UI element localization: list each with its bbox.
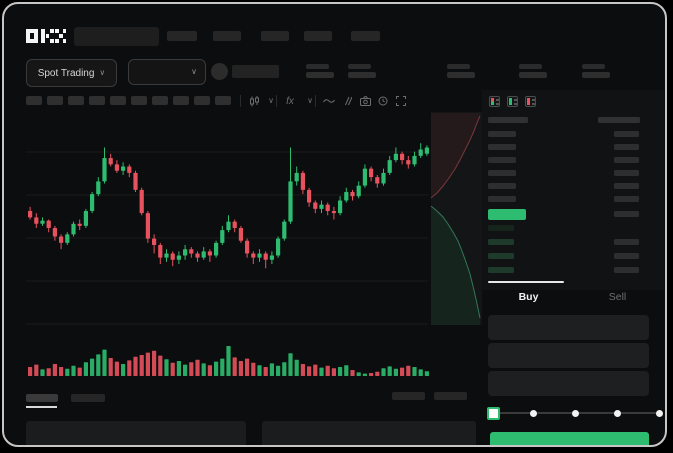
chevron-down-icon: ∨ (191, 67, 197, 76)
timeframe-button-placeholder[interactable] (89, 96, 105, 105)
toolbar-divider (315, 95, 316, 107)
ask-row-amount[interactable] (614, 196, 639, 202)
market-type-selector[interactable]: Spot Trading ∨ (26, 59, 117, 87)
okx-logo-icon (26, 29, 66, 43)
stat-value-placeholder (306, 72, 334, 78)
stat-label-placeholder (348, 64, 371, 69)
bid-row-price[interactable] (488, 267, 514, 273)
last-price-amount (614, 211, 639, 217)
orderbook-view-bids-icon[interactable] (507, 96, 518, 107)
stat-value-placeholder (519, 72, 547, 78)
bottom-right-link[interactable] (434, 392, 467, 400)
buy-sell-tabs: Buy Sell (484, 291, 662, 307)
stat-label-placeholder (519, 64, 542, 69)
tab-buy[interactable]: Buy (518, 291, 539, 303)
bottom-tab[interactable] (71, 394, 105, 402)
bid-row-amount[interactable] (614, 239, 639, 245)
combined-strip (491, 98, 494, 105)
ask-row-price[interactable] (488, 157, 516, 163)
orderbook-view-combined-icon[interactable] (489, 96, 500, 107)
stat-label-placeholder (306, 64, 329, 69)
nav-item-placeholder[interactable] (167, 31, 197, 41)
nav-item-placeholder[interactable] (261, 31, 289, 41)
fx-indicator-icon[interactable]: fx (286, 95, 294, 107)
orderbook-header-price (488, 117, 528, 123)
asks-strip (527, 98, 530, 105)
timeframe-button-placeholder[interactable] (26, 96, 42, 105)
timeframe-button-placeholder[interactable] (68, 96, 84, 105)
ask-row-price[interactable] (488, 183, 516, 189)
timeframe-button-placeholder[interactable] (173, 96, 189, 105)
timeframe-button-placeholder[interactable] (152, 96, 168, 105)
bid-row-price[interactable] (488, 239, 514, 245)
slider-handle[interactable] (487, 407, 500, 420)
ask-row-amount[interactable] (614, 183, 639, 189)
clock-icon[interactable] (376, 94, 390, 108)
orderbook-view-asks-icon[interactable] (525, 96, 536, 107)
market-type-label: Spot Trading (37, 67, 95, 79)
last-price-bar[interactable] (488, 209, 526, 220)
price-input[interactable] (488, 315, 649, 340)
bid-row-price[interactable] (488, 225, 514, 231)
pair-name-placeholder (232, 65, 279, 78)
compare-icon[interactable] (340, 94, 354, 108)
stat-label-placeholder (447, 64, 470, 69)
nav-item-placeholder[interactable] (304, 31, 332, 41)
submit-buy-button[interactable] (490, 432, 649, 445)
timeframe-button-placeholder[interactable] (47, 96, 63, 105)
toolbar-divider (276, 95, 277, 107)
bids-strip (509, 98, 512, 105)
ask-row-amount[interactable] (614, 170, 639, 176)
stat-value-placeholder (447, 72, 475, 78)
candles-icon[interactable] (247, 94, 261, 108)
stat-label-placeholder (582, 64, 605, 69)
timeframe-button-placeholder[interactable] (194, 96, 210, 105)
bottom-tab-active[interactable] (26, 394, 58, 402)
app-window: Spot Trading ∨ ∨ ∨ fx ∨ (2, 2, 667, 447)
ask-row-amount[interactable] (614, 144, 639, 150)
slider-stop[interactable] (572, 410, 579, 417)
history-panel-placeholder[interactable] (262, 421, 476, 445)
line-tool-icon[interactable] (322, 94, 336, 108)
orders-panel-placeholder[interactable] (26, 421, 246, 445)
candlestick-chart[interactable] (24, 110, 484, 380)
slider-stop[interactable] (614, 410, 621, 417)
search-placeholder[interactable] (74, 27, 159, 46)
nav-item-placeholder[interactable] (213, 31, 241, 41)
stat-value-placeholder (582, 72, 610, 78)
chevron-down-icon[interactable]: ∨ (307, 96, 313, 105)
ask-row-amount[interactable] (614, 131, 639, 137)
bottom-tab-underline (26, 406, 57, 408)
chevron-down-icon[interactable]: ∨ (268, 96, 274, 105)
pair-dropdown[interactable]: ∨ (128, 59, 206, 85)
timeframe-button-placeholder[interactable] (131, 96, 147, 105)
coin-avatar (211, 63, 228, 80)
slider-stop[interactable] (530, 410, 537, 417)
total-input[interactable] (488, 371, 649, 396)
orderbook-header-amount (598, 117, 640, 123)
timeframe-button-placeholder[interactable] (110, 96, 126, 105)
expand-icon[interactable] (394, 94, 408, 108)
amount-input[interactable] (488, 343, 649, 368)
ask-row-price[interactable] (488, 170, 516, 176)
tab-sell[interactable]: Sell (608, 291, 627, 303)
bottom-right-link[interactable] (392, 392, 425, 400)
bid-row-amount[interactable] (614, 267, 639, 273)
bid-row-amount[interactable] (614, 253, 639, 259)
nav-item-placeholder[interactable] (351, 31, 380, 41)
active-tab-indicator (488, 281, 564, 283)
bid-row-price[interactable] (488, 253, 514, 259)
chevron-down-icon: ∨ (99, 68, 106, 77)
ask-row-amount[interactable] (614, 157, 639, 163)
toolbar-divider (240, 95, 241, 107)
slider-stop[interactable] (656, 410, 663, 417)
camera-icon[interactable] (358, 94, 372, 108)
stat-value-placeholder (348, 72, 376, 78)
ask-row-price[interactable] (488, 131, 516, 137)
okx-logo[interactable] (26, 28, 66, 44)
ask-row-price[interactable] (488, 196, 516, 202)
timeframe-button-placeholder[interactable] (215, 96, 231, 105)
ask-row-price[interactable] (488, 144, 516, 150)
